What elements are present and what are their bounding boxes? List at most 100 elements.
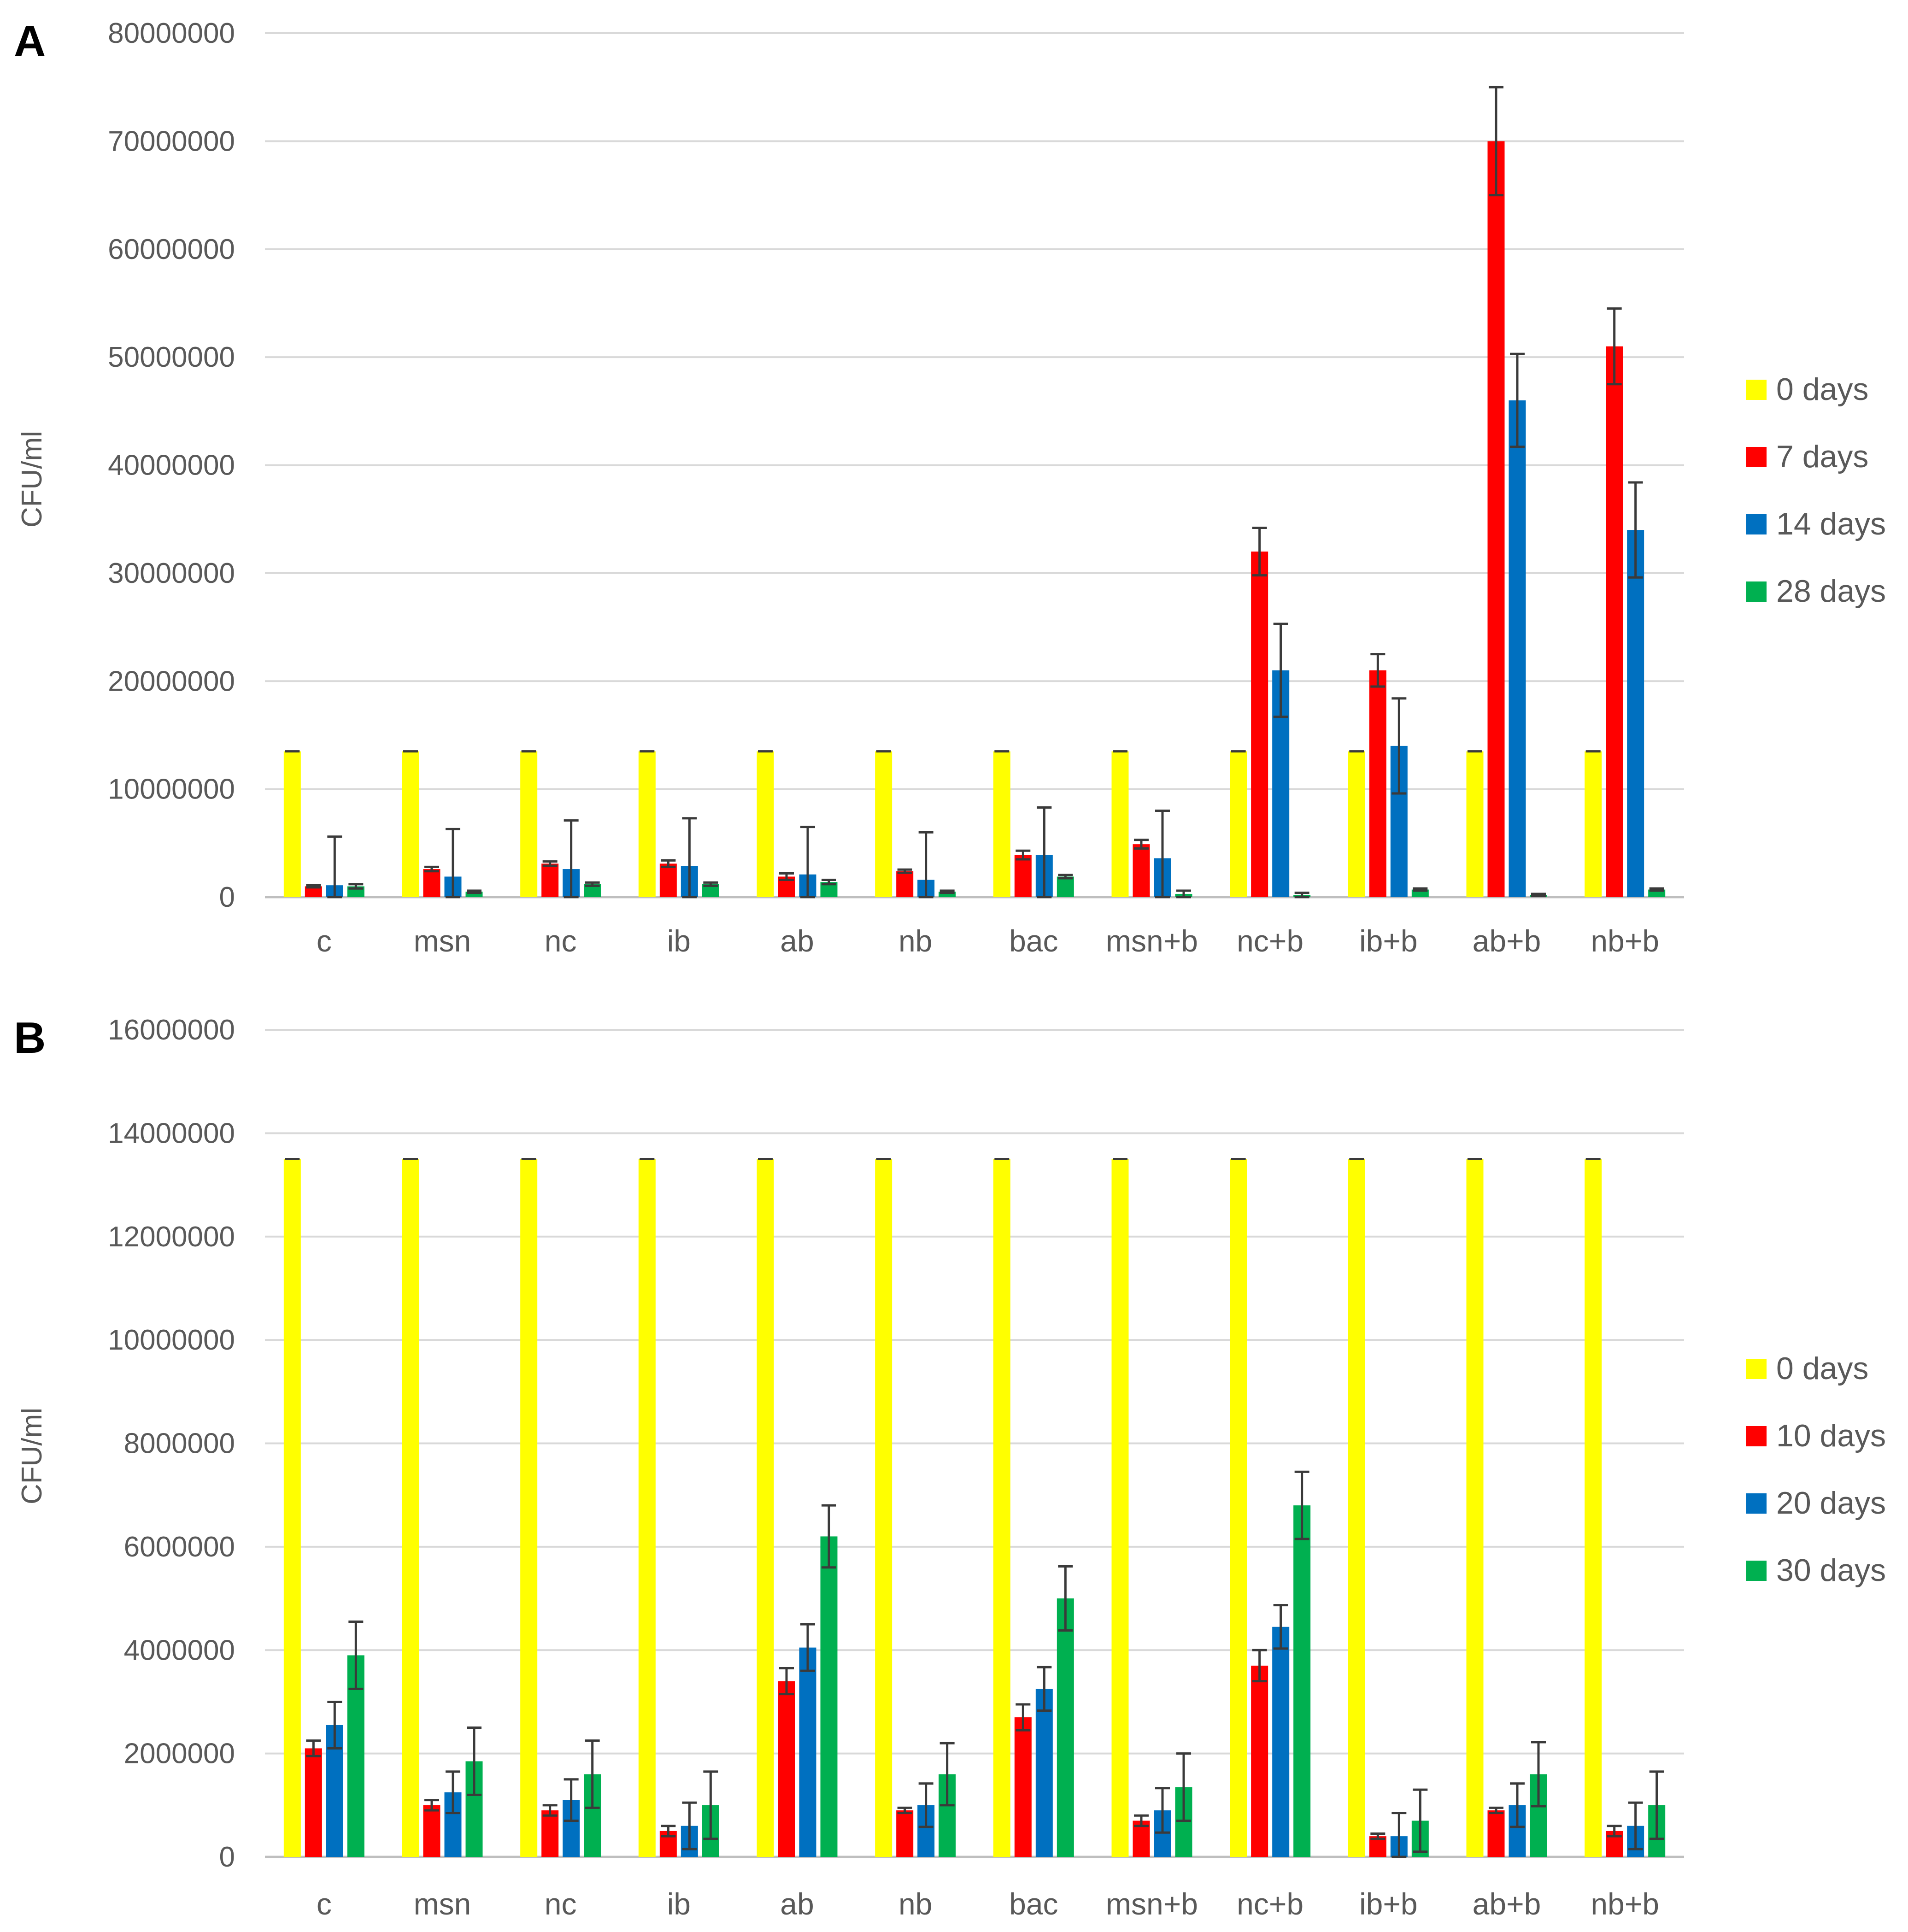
panel-b-error-bar — [1294, 1470, 1309, 1540]
panel-a-bar — [1487, 141, 1505, 897]
panel-b-category-label: msn — [414, 1887, 471, 1921]
panel-b-error-bar — [897, 1806, 912, 1815]
panel-b-y-axis-label: CFU/ml — [16, 1408, 48, 1504]
panel-a-error-bar — [1531, 893, 1546, 898]
panel-a-bar — [402, 751, 419, 897]
panel-b-bar — [520, 1159, 538, 1857]
panel-b-categories: c msn nc ib ab nb bac msn+b nc+b ib+b ab+b nb+b — [317, 1887, 1659, 1921]
panel-a-category-label: bac — [1009, 924, 1058, 958]
panel-b-category-label: nc+b — [1237, 1887, 1303, 1921]
panel-a-error-bar — [1058, 874, 1073, 880]
panel-a-bar — [939, 892, 956, 897]
panel-a-error-bar — [1252, 526, 1267, 577]
panel-a-category-label: c — [317, 924, 332, 958]
panel-a-category-label: msn — [414, 924, 471, 958]
panel-b-y-tick-label: 8000000 — [124, 1428, 235, 1460]
panel-b-bar — [1272, 1627, 1290, 1857]
panel-a-bar — [1466, 751, 1484, 897]
panel-b-bar — [1014, 1717, 1032, 1857]
panel-a-error-bar — [306, 884, 321, 889]
panel-b-error-bar — [800, 1623, 815, 1672]
panel-a-error-bar — [1294, 892, 1309, 898]
panel-b-y-ticks: 0 2000000 4000000 6000000 8000000 10000000 120… — [108, 1014, 235, 1873]
panel-b-error-bar — [682, 1801, 697, 1850]
panel-a-category-label: ib+b — [1359, 924, 1418, 958]
panel-a-legend-label: 7 days — [1776, 439, 1868, 474]
panel-b-bar — [305, 1748, 322, 1857]
panel-a-bar — [423, 869, 440, 897]
panel-b-error-bar — [1252, 1649, 1267, 1683]
panel-a-error-bar — [1037, 806, 1052, 898]
panel-a-bar — [896, 871, 914, 897]
panel-b-bar — [1057, 1598, 1074, 1857]
panel-a-error-bar — [1016, 849, 1031, 861]
panel-a-category-label: nc — [545, 924, 577, 958]
panel-a-error-bar — [1391, 697, 1407, 795]
panel-b-error-bar — [1531, 1741, 1546, 1808]
panel-b-error-bar — [822, 1504, 836, 1569]
panel-a-error-bar — [564, 819, 579, 898]
panel-b-category-label: ib+b — [1359, 1887, 1418, 1921]
panel-a-error-bar — [1176, 889, 1191, 898]
panel-b-error-bar — [1273, 1604, 1288, 1650]
panel-b-gridlines — [265, 1029, 1684, 1858]
panel-b-error-bar — [564, 1778, 579, 1822]
panel-b-error-bar — [1607, 1825, 1622, 1838]
panel-a-bar — [1014, 855, 1032, 897]
panel-a-error-bar — [1628, 481, 1643, 579]
panel-a-bar — [283, 751, 301, 897]
panel-b-legend-swatch — [1746, 1493, 1767, 1514]
panel-a-y-tick-label: 80000000 — [108, 18, 235, 49]
panel-a-y-axis-label: CFU/ml — [16, 431, 48, 528]
panel-b-error-bar — [1176, 1752, 1191, 1822]
panel-b-error-bar — [1649, 1770, 1664, 1840]
panel-b-category-label: c — [317, 1887, 332, 1921]
panel-a-error-bar — [1155, 810, 1170, 898]
panel-b-error-bar — [1413, 1788, 1428, 1853]
panel-a-error-bar — [800, 826, 815, 898]
panel-b-bar — [402, 1159, 419, 1857]
panel-a-y-tick-label: 10000000 — [108, 774, 235, 805]
panel-a-y-tick-label: 70000000 — [108, 125, 235, 157]
panel-a-y-tick-label: 50000000 — [108, 341, 235, 373]
panel-b-error-bar — [703, 1770, 718, 1840]
panel-b-error-bar — [446, 1770, 460, 1815]
panel-a-y-tick-label: 20000000 — [108, 665, 235, 697]
panel-b-error-bar — [1628, 1801, 1643, 1850]
panel-a-bar — [1606, 346, 1623, 897]
panel-a-error-bar — [1607, 307, 1622, 386]
panel-b-bar — [799, 1647, 816, 1857]
panel-a-error-bar — [918, 831, 933, 898]
panel-b-error-bar — [1510, 1782, 1525, 1828]
panel-b-bar — [1293, 1505, 1311, 1857]
panel-b-error-bar — [1016, 1703, 1031, 1732]
panel-b-legend-label: 10 days — [1776, 1418, 1886, 1453]
panel-a-y-tick-label: 0 — [219, 881, 235, 913]
panel-b-error-bar — [1037, 1666, 1052, 1712]
panel-b-bar — [820, 1536, 838, 1857]
panel-a-bar — [1057, 876, 1074, 897]
panel-b-category-label: bac — [1009, 1887, 1058, 1921]
panel-a-categories: c msn nc ib ab nb bac msn+b nc+b ib+b ab+b nb+b — [317, 924, 1659, 958]
panel-a-bar — [1369, 670, 1386, 897]
panel-a-category-label: nb+b — [1591, 924, 1659, 958]
panel-a-error-bar — [682, 817, 697, 898]
panel-a-legend-swatch — [1746, 447, 1767, 467]
panel-b-bar — [1585, 1159, 1602, 1857]
panel-b-error-bar — [918, 1782, 933, 1828]
panel-a-error-bar — [703, 881, 718, 887]
panel-b-error-bar — [779, 1667, 794, 1696]
panel-b-bar — [1348, 1159, 1365, 1857]
panel-b-bar — [423, 1805, 440, 1857]
panel-a-error-bars — [285, 86, 1664, 898]
panel-b-bars — [283, 1159, 1666, 1857]
panel-a-category-label: nb — [898, 924, 932, 958]
panel-b: B CFU/ml 0 2000000 4000000 6000000 8000000 10… — [14, 1013, 1886, 1921]
panel-a-error-bar — [348, 883, 364, 890]
panel-a-error-bar — [1413, 887, 1428, 892]
panel-a-gridlines — [265, 32, 1684, 898]
panel-a-y-ticks: 0 10000000 20000000 30000000 40000000 5000000… — [108, 18, 235, 913]
panel-a-bar — [757, 751, 774, 897]
panel-b-category-label: nb+b — [1591, 1887, 1659, 1921]
panel-a-error-bar — [467, 889, 481, 894]
